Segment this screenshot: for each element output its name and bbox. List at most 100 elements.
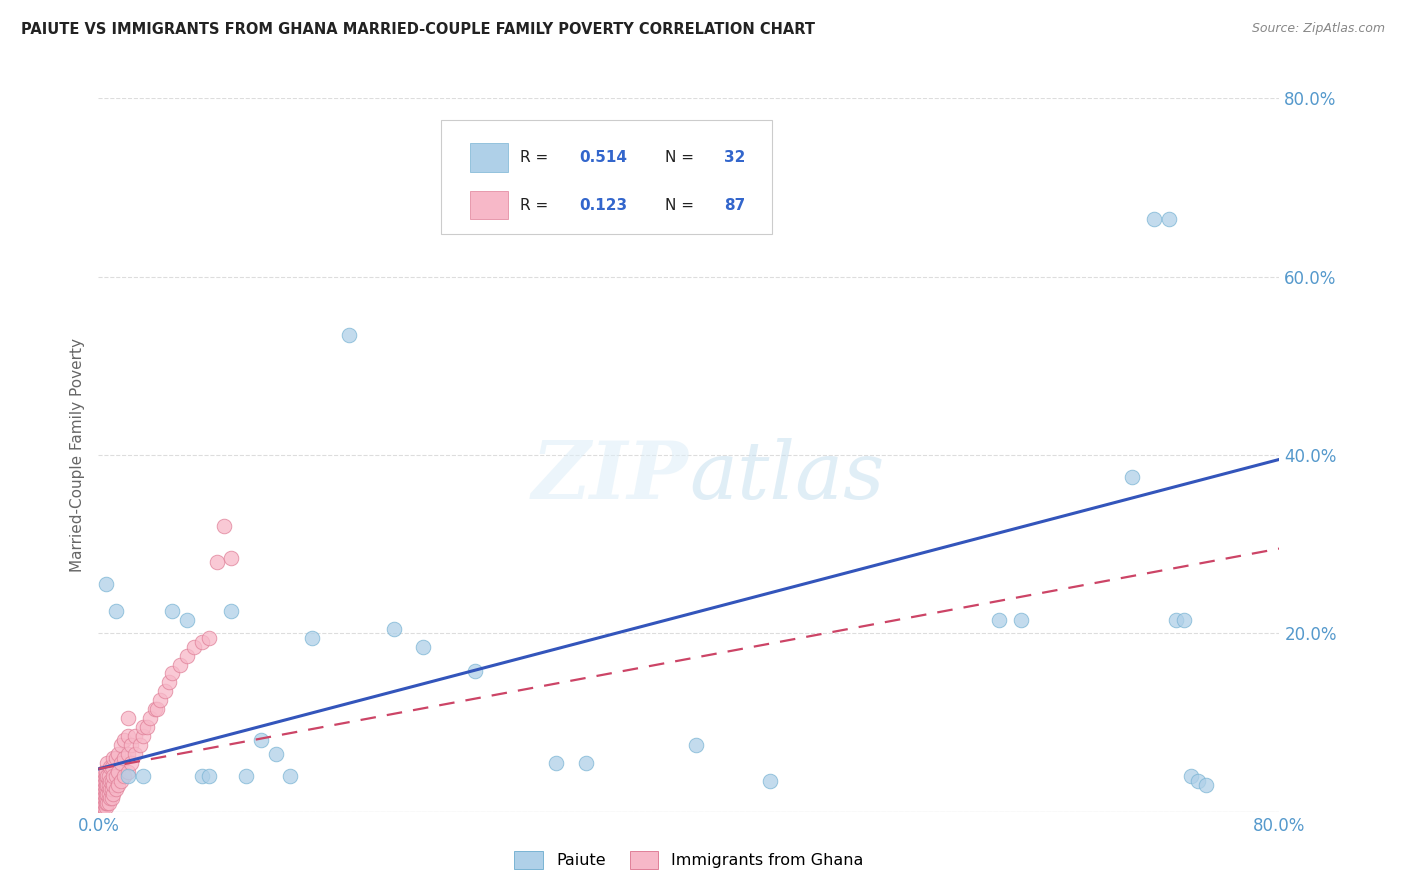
Point bbox=[94, 782, 117, 797]
Point bbox=[1195, 778, 1218, 792]
Point bbox=[103, 751, 125, 765]
Text: 32: 32 bbox=[724, 150, 745, 165]
Point bbox=[128, 738, 150, 752]
Point bbox=[91, 791, 114, 805]
Point bbox=[112, 769, 135, 783]
Point bbox=[235, 769, 257, 783]
Point bbox=[96, 796, 118, 810]
Point bbox=[176, 613, 198, 627]
Point bbox=[546, 756, 568, 770]
Point bbox=[149, 693, 172, 707]
Point bbox=[112, 733, 135, 747]
Text: 87: 87 bbox=[724, 198, 745, 212]
Point bbox=[98, 782, 121, 797]
Point bbox=[91, 787, 114, 801]
Point bbox=[143, 702, 166, 716]
Point bbox=[464, 664, 486, 678]
Point bbox=[685, 738, 707, 752]
Point bbox=[100, 791, 122, 805]
Point bbox=[93, 787, 115, 801]
Point bbox=[97, 796, 120, 810]
Point bbox=[98, 791, 121, 805]
Point bbox=[132, 720, 155, 734]
Point bbox=[97, 778, 120, 792]
Point bbox=[103, 787, 125, 801]
Point bbox=[219, 550, 242, 565]
Point bbox=[205, 555, 228, 569]
Point bbox=[94, 778, 117, 792]
Point bbox=[96, 769, 118, 783]
Text: atlas: atlas bbox=[689, 438, 884, 515]
Point bbox=[96, 756, 118, 770]
Point bbox=[94, 791, 117, 805]
Point bbox=[105, 782, 128, 797]
Text: R =: R = bbox=[520, 198, 553, 212]
Point bbox=[105, 751, 128, 765]
Point bbox=[103, 769, 125, 783]
Point bbox=[91, 800, 114, 814]
Point bbox=[110, 773, 132, 788]
Text: Source: ZipAtlas.com: Source: ZipAtlas.com bbox=[1251, 22, 1385, 36]
Y-axis label: Married-Couple Family Poverty: Married-Couple Family Poverty bbox=[70, 338, 86, 572]
Point bbox=[96, 787, 118, 801]
Point bbox=[90, 796, 112, 810]
Legend: Paiute, Immigrants from Ghana: Paiute, Immigrants from Ghana bbox=[508, 845, 870, 875]
Point bbox=[97, 769, 120, 783]
Point bbox=[94, 577, 117, 591]
Point bbox=[120, 738, 142, 752]
Point bbox=[139, 711, 162, 725]
Point bbox=[1173, 613, 1195, 627]
Point bbox=[169, 657, 191, 672]
Point bbox=[157, 675, 180, 690]
Point bbox=[219, 604, 242, 618]
Point bbox=[112, 751, 135, 765]
Point bbox=[93, 778, 115, 792]
Point bbox=[191, 635, 214, 649]
Point bbox=[100, 782, 122, 797]
Text: N =: N = bbox=[665, 150, 699, 165]
Point bbox=[198, 631, 221, 645]
Point bbox=[107, 764, 129, 779]
Point bbox=[117, 747, 139, 761]
Text: 0.123: 0.123 bbox=[579, 198, 627, 212]
Point bbox=[91, 796, 114, 810]
Point bbox=[100, 760, 122, 774]
Point bbox=[1143, 211, 1166, 226]
Point bbox=[97, 787, 120, 801]
Point bbox=[1157, 211, 1180, 226]
Point bbox=[94, 769, 117, 783]
Point bbox=[250, 733, 273, 747]
Point bbox=[103, 778, 125, 792]
Point bbox=[412, 640, 434, 654]
Point bbox=[382, 622, 405, 636]
Point bbox=[93, 773, 115, 788]
Text: 0.514: 0.514 bbox=[579, 150, 627, 165]
Point bbox=[94, 764, 117, 779]
Point bbox=[1180, 769, 1202, 783]
Text: R =: R = bbox=[520, 150, 553, 165]
Point bbox=[93, 800, 115, 814]
Point bbox=[278, 769, 302, 783]
Point bbox=[1010, 613, 1032, 627]
Point bbox=[100, 773, 122, 788]
Point bbox=[132, 769, 155, 783]
Point bbox=[212, 519, 235, 533]
Bar bbox=[471, 191, 508, 219]
Point bbox=[574, 756, 596, 770]
Point bbox=[90, 787, 112, 801]
Point bbox=[136, 720, 159, 734]
FancyBboxPatch shape bbox=[441, 120, 772, 234]
Point bbox=[120, 756, 142, 770]
Point bbox=[98, 760, 121, 774]
Point bbox=[117, 729, 139, 743]
Point bbox=[987, 613, 1010, 627]
Point bbox=[132, 729, 155, 743]
Point bbox=[90, 791, 112, 805]
Point bbox=[94, 800, 117, 814]
Text: PAIUTE VS IMMIGRANTS FROM GHANA MARRIED-COUPLE FAMILY POVERTY CORRELATION CHART: PAIUTE VS IMMIGRANTS FROM GHANA MARRIED-… bbox=[21, 22, 815, 37]
Point bbox=[105, 769, 128, 783]
Point bbox=[94, 787, 117, 801]
Point bbox=[339, 327, 360, 342]
Point bbox=[93, 796, 115, 810]
Text: ZIP: ZIP bbox=[531, 438, 689, 515]
